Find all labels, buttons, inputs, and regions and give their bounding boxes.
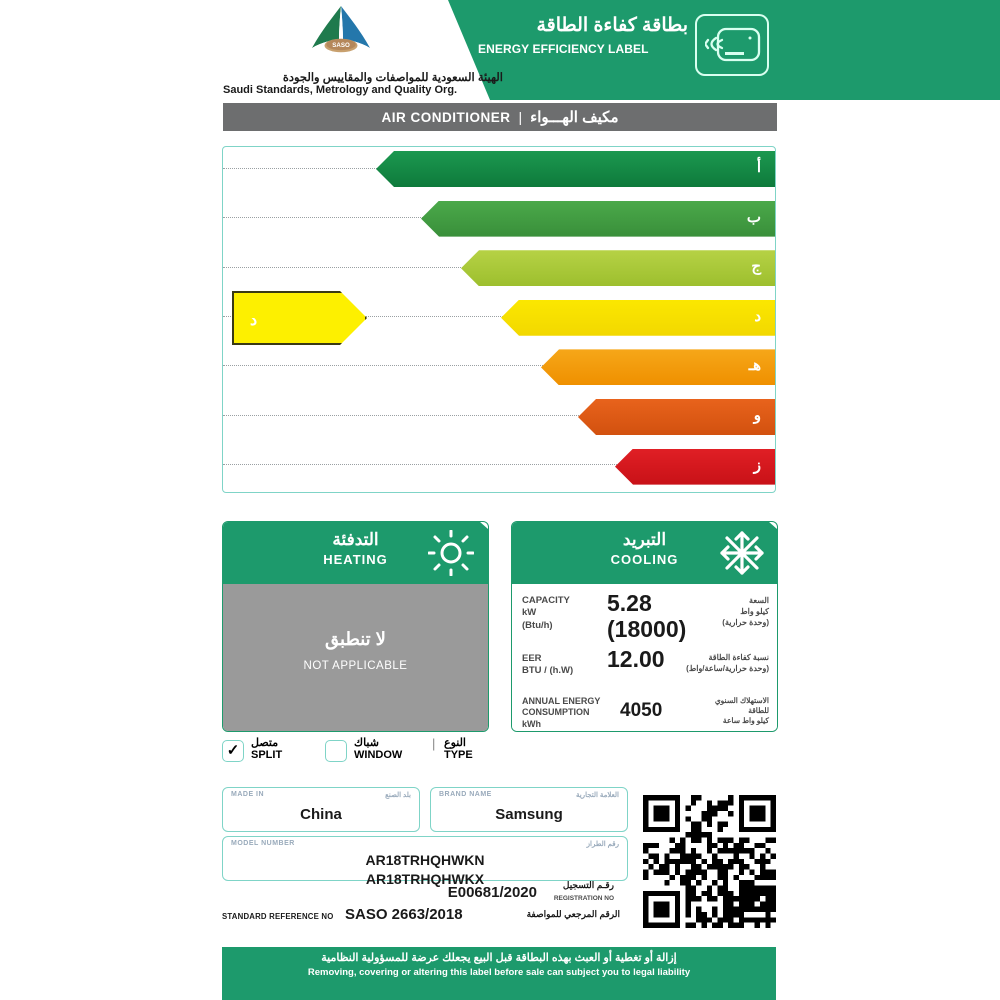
svg-text:SASO: SASO [332, 42, 350, 49]
